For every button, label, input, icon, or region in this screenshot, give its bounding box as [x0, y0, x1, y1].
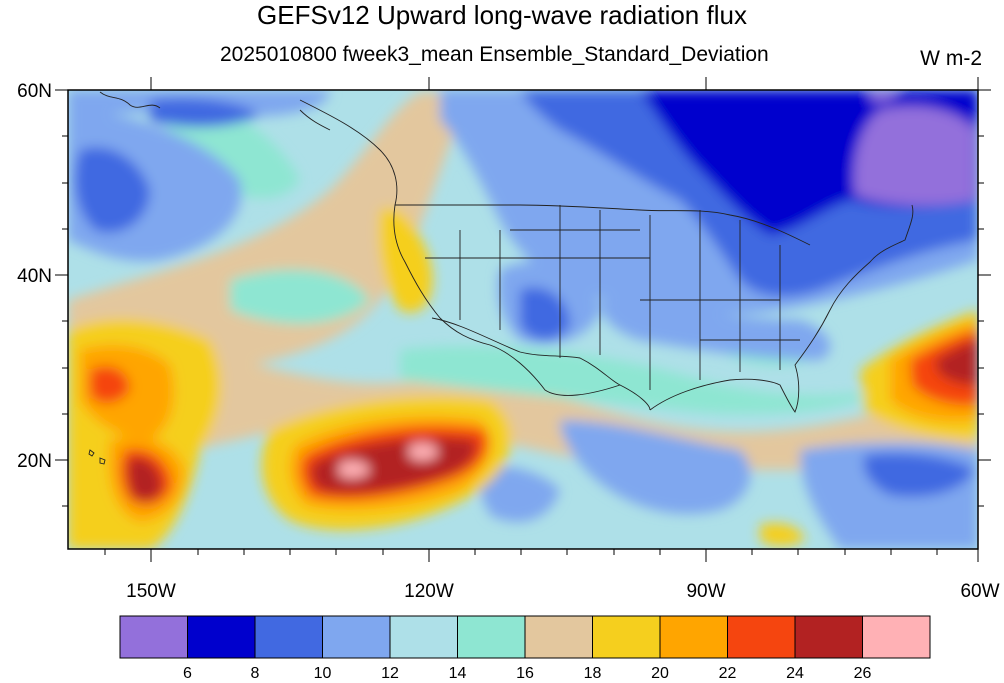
coastlines	[88, 91, 914, 465]
plot-title: GEFSv12 Upward long-wave radiation flux	[257, 0, 747, 30]
colorbar-label: 16	[516, 665, 534, 682]
colorbar-swatch	[187, 615, 256, 659]
colorbar-label: 12	[381, 665, 399, 682]
colorbar-swatch	[524, 615, 593, 659]
lat-label-20n: 20N	[17, 451, 52, 472]
map-frame	[67, 89, 979, 550]
colorbar-swatch	[592, 615, 661, 659]
colorbar-label: 14	[449, 665, 467, 682]
lon-label-90w: 90W	[686, 581, 725, 602]
colorbar-swatch	[727, 615, 796, 659]
colorbar-swatch	[457, 615, 526, 659]
lon-ticks	[104, 77, 979, 562]
colorbar-label: 24	[786, 665, 804, 682]
colorbar-label: 10	[314, 665, 332, 682]
units-label: W m-2	[920, 47, 982, 70]
lat-label-40n: 40N	[17, 266, 52, 287]
colorbar-label: 20	[651, 665, 669, 682]
colorbar-swatch	[254, 615, 323, 659]
lat-ticks	[55, 89, 991, 507]
colorbar-label: 26	[854, 665, 872, 682]
colorbar-swatch	[862, 615, 931, 659]
lon-label-120w: 120W	[404, 581, 454, 602]
lon-label-60w: 60W	[960, 581, 999, 602]
colorbar-swatch	[322, 615, 391, 659]
colorbar-label: 18	[584, 665, 602, 682]
colorbar-swatch	[659, 615, 728, 659]
colorbar-swatch	[389, 615, 458, 659]
colorbar-swatch	[794, 615, 863, 659]
plot-subtitle: 2025010800 fweek3_mean Ensemble_Standard…	[220, 43, 769, 66]
colorbar-label: 6	[183, 665, 192, 682]
colorbar-swatch	[119, 615, 188, 659]
colorbar-label: 8	[251, 665, 260, 682]
colorbar: 6 8 10 12 14 16 18 20 22 24 26	[119, 615, 931, 682]
colorbar-label: 22	[719, 665, 737, 682]
lat-label-60n: 60N	[17, 81, 52, 102]
contour-field	[68, 90, 978, 549]
lon-label-150w: 150W	[126, 581, 176, 602]
